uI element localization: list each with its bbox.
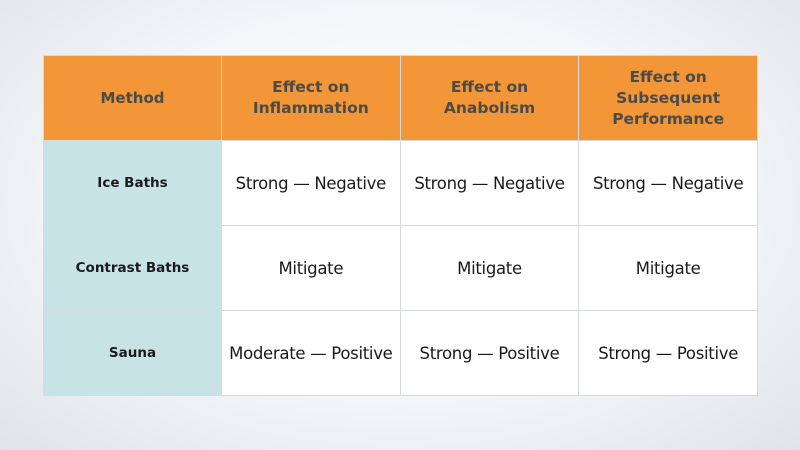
table-row-ice-baths: Ice Baths Strong — Negative Strong — Neg… — [43, 140, 758, 226]
anabolism-cell: Strong — Positive — [399, 310, 580, 396]
header-anabolism: Effect on Anabolism — [399, 55, 580, 141]
method-cell: Sauna — [43, 310, 222, 396]
inflammation-cell: Moderate — Positive — [221, 310, 401, 396]
anabolism-cell: Strong — Negative — [399, 140, 580, 226]
header-performance-line-2: Subsequent — [616, 88, 721, 107]
header-method-line-1: Method — [100, 88, 165, 107]
header-row: Method Effect on Inflammation Effect on … — [43, 55, 758, 141]
performance-cell: Strong — Positive — [578, 310, 758, 396]
anabolism-cell: Mitigate — [399, 225, 580, 311]
header-anabolism-line-2: Anabolism — [443, 99, 536, 117]
performance-cell: Strong — Negative — [578, 140, 758, 226]
header-inflammation-line-2: Inflammation — [252, 99, 369, 117]
header-inflammation: Effect on Inflammation — [221, 55, 401, 141]
header-anabolism-line-1: Effect on — [450, 78, 529, 96]
performance-cell: Mitigate — [578, 225, 758, 311]
method-cell: Contrast Baths — [43, 225, 222, 311]
table-row-contrast-baths: Contrast Baths Mitigate Mitigate Mitigat… — [43, 225, 758, 311]
comparison-table: Method Effect on Inflammation Effect on … — [43, 55, 758, 396]
method-cell: Ice Baths — [43, 140, 222, 226]
header-inflammation-line-1: Effect on — [272, 78, 350, 96]
header-performance-line-1: Effect on — [629, 67, 707, 86]
header-performance: Effect on Subsequent Performance — [578, 55, 758, 141]
inflammation-cell: Mitigate — [221, 225, 401, 311]
table-row-sauna: Sauna Moderate — Positive Strong — Posit… — [43, 310, 758, 396]
header-method: Method — [43, 55, 222, 141]
inflammation-cell: Strong — Negative — [221, 140, 401, 226]
header-performance-line-3: Performance — [612, 109, 725, 128]
